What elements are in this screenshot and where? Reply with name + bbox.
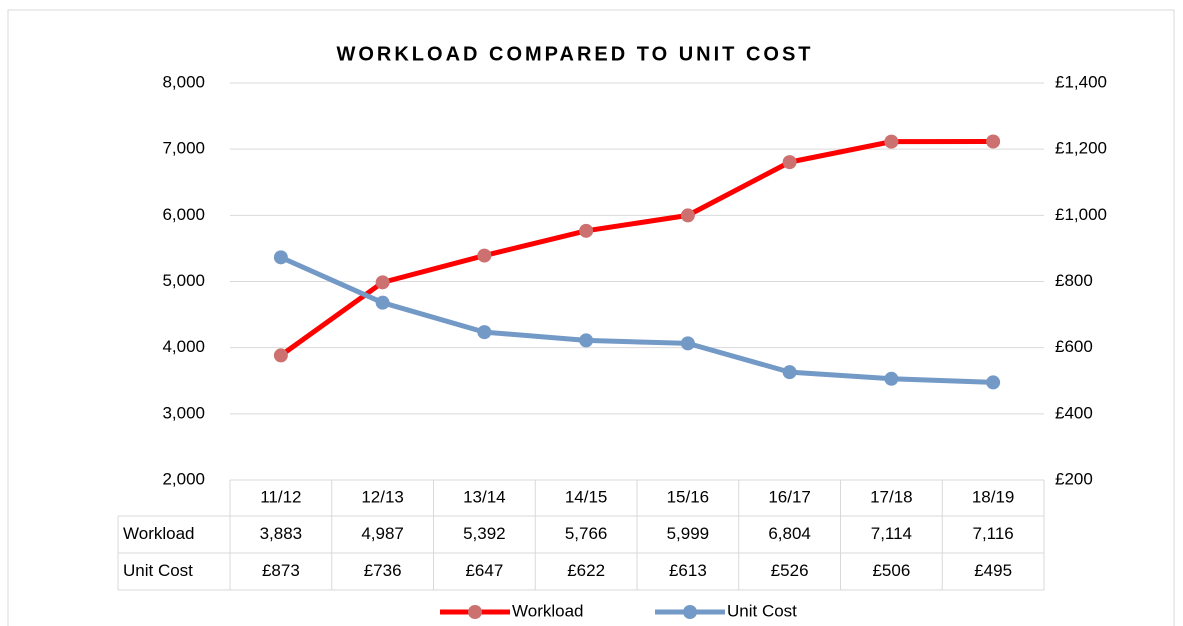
- marker: [680, 336, 695, 351]
- x-tick-label: 16/17: [768, 487, 811, 506]
- table-cell: 6,804: [768, 524, 811, 543]
- marker: [477, 248, 492, 263]
- y-tick-label: 5,000: [162, 271, 205, 290]
- table-row-label: Workload: [123, 524, 195, 543]
- table-cell: 5,999: [667, 524, 710, 543]
- y2-tick-label: £1,400: [1055, 72, 1107, 91]
- table-row-label: Unit Cost: [123, 561, 193, 580]
- table-cell: 5,392: [463, 524, 506, 543]
- marker: [273, 250, 288, 265]
- y2-tick-label: £600: [1055, 337, 1093, 356]
- y2-tick-label: £400: [1055, 403, 1093, 422]
- y-tick-label: 8,000: [162, 72, 205, 91]
- marker: [375, 295, 390, 310]
- y2-tick-label: £1,000: [1055, 205, 1107, 224]
- table-cell: £647: [465, 561, 503, 580]
- table-cell: £622: [567, 561, 605, 580]
- series-line: [279, 255, 994, 385]
- y2-tick-label: £800: [1055, 271, 1093, 290]
- marker: [375, 275, 390, 290]
- y-tick-label: 3,000: [162, 403, 205, 422]
- chart-border: [7, 9, 1175, 626]
- table-cell: £526: [771, 561, 809, 580]
- legend-marker: [683, 605, 697, 619]
- y-tick-label: 6,000: [162, 205, 205, 224]
- y2-tick-label: £200: [1055, 469, 1093, 488]
- marker: [986, 375, 1001, 390]
- table-cell: 7,116: [972, 524, 1013, 543]
- table-cell: £873: [262, 561, 300, 580]
- y-tick-label: 2,000: [162, 469, 205, 488]
- x-tick-label: 12/13: [361, 487, 404, 506]
- marker: [579, 223, 594, 238]
- marker: [884, 134, 899, 149]
- marker: [986, 134, 1001, 149]
- table-cell: £736: [364, 561, 402, 580]
- table-cell: 5,766: [565, 524, 608, 543]
- table-cell: 4,987: [361, 524, 404, 543]
- table-cell: 3,883: [260, 524, 303, 543]
- table-cell: £613: [669, 561, 707, 580]
- marker: [782, 155, 797, 170]
- legend-label: Unit Cost: [727, 601, 797, 620]
- legend-marker: [468, 605, 482, 619]
- y2-tick-label: £1,200: [1055, 139, 1107, 158]
- y-tick-label: 7,000: [162, 139, 205, 158]
- marker: [579, 333, 594, 348]
- x-tick-label: 18/19: [972, 487, 1015, 506]
- chart-title: WORKLOAD COMPARED TO UNIT COST: [336, 43, 813, 65]
- marker: [680, 208, 695, 223]
- table-cell: £506: [872, 561, 910, 580]
- marker: [477, 325, 492, 340]
- series-line: [279, 138, 994, 358]
- marker: [782, 365, 797, 380]
- legend-label: Workload: [512, 601, 584, 620]
- x-tick-label: 13/14: [463, 487, 506, 506]
- marker: [884, 371, 899, 386]
- table-cell: 7,114: [871, 524, 912, 543]
- table-cell: £495: [974, 561, 1012, 580]
- x-tick-label: 15/16: [667, 487, 710, 506]
- x-tick-label: 17/18: [870, 487, 913, 506]
- y-tick-label: 4,000: [162, 337, 205, 356]
- x-tick-label: 11/12: [260, 487, 301, 506]
- marker: [273, 348, 288, 363]
- x-tick-label: 14/15: [565, 487, 608, 506]
